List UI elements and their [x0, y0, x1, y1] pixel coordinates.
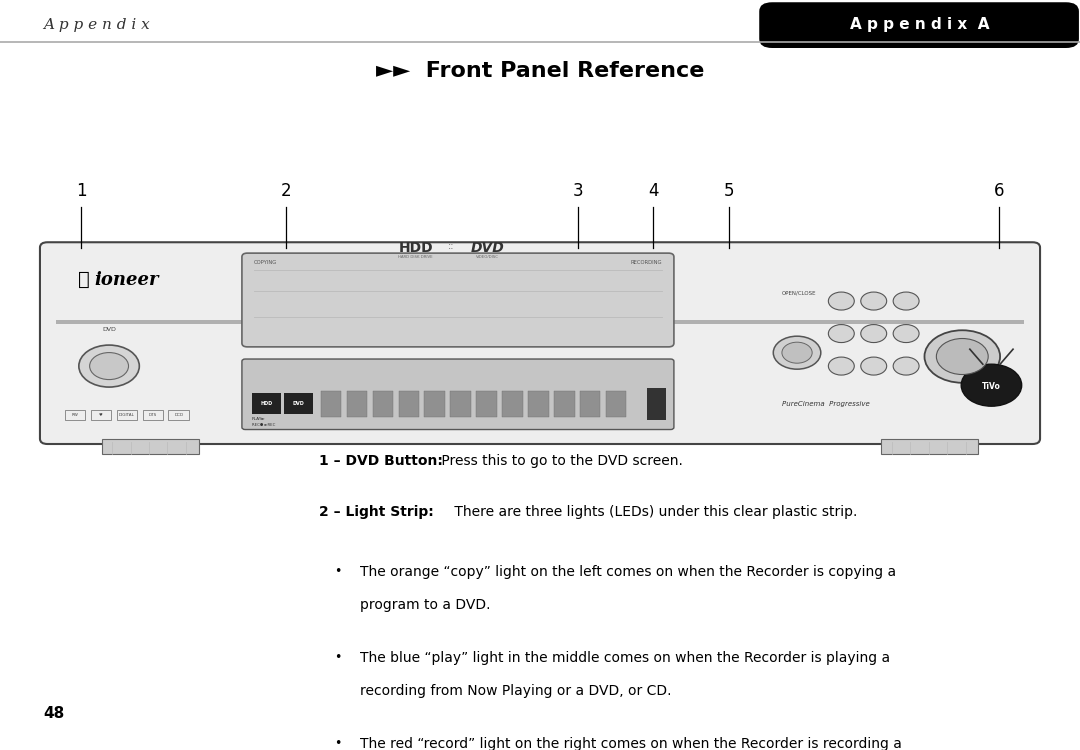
Text: Press this to go to the DVD screen.: Press this to go to the DVD screen. [437, 454, 684, 468]
Text: 2 – Light Strip:: 2 – Light Strip: [319, 505, 433, 519]
FancyBboxPatch shape [40, 242, 1040, 444]
Text: The red “record” light on the right comes on when the Recorder is recording a: The red “record” light on the right come… [360, 737, 902, 750]
Text: DCD: DCD [174, 413, 184, 417]
Bar [102, 439, 199, 454]
Text: ♥: ♥ [99, 413, 103, 417]
Circle shape [893, 292, 919, 310]
Circle shape [828, 325, 854, 343]
Circle shape [861, 292, 887, 310]
Bar [65, 410, 85, 420]
Text: 48: 48 [43, 706, 65, 722]
Text: DTS: DTS [149, 413, 157, 417]
Text: DVD: DVD [103, 327, 116, 332]
Bar [143, 410, 163, 420]
Text: PLAY►: PLAY► [252, 417, 266, 421]
Bar [881, 439, 978, 454]
Circle shape [893, 325, 919, 343]
Text: HARD DISK DRIVE: HARD DISK DRIVE [399, 255, 433, 260]
Bar [321, 391, 341, 417]
Text: There are three lights (LEDs) under this clear plastic strip.: There are three lights (LEDs) under this… [450, 505, 858, 519]
Circle shape [773, 336, 821, 369]
Text: OPEN/CLOSE: OPEN/CLOSE [782, 291, 816, 296]
FancyBboxPatch shape [242, 254, 674, 346]
Text: 5: 5 [724, 182, 734, 200]
Text: ►►  Front Panel Reference: ►► Front Panel Reference [376, 62, 704, 81]
Text: 1: 1 [76, 182, 86, 200]
Bar [502, 391, 523, 417]
Bar [284, 393, 313, 414]
Bar [56, 320, 1024, 324]
Bar [347, 391, 367, 417]
Text: ::: :: [448, 242, 455, 251]
Bar [554, 391, 575, 417]
Circle shape [924, 330, 1000, 382]
Text: 4: 4 [648, 182, 659, 200]
FancyBboxPatch shape [759, 2, 1079, 48]
Circle shape [936, 338, 988, 374]
Bar [606, 391, 626, 417]
Bar [399, 391, 419, 417]
FancyBboxPatch shape [242, 359, 674, 430]
Circle shape [828, 292, 854, 310]
Circle shape [861, 325, 887, 343]
Circle shape [782, 342, 812, 363]
Text: HDD: HDD [260, 400, 272, 406]
Bar [476, 391, 497, 417]
Bar [647, 388, 666, 420]
Bar [117, 410, 137, 420]
Text: program to a DVD.: program to a DVD. [360, 598, 490, 612]
Text: DIGITAL: DIGITAL [119, 413, 135, 417]
Text: A p p e n d i x  A: A p p e n d i x A [850, 17, 990, 32]
Text: 3: 3 [572, 182, 583, 200]
Bar [424, 391, 445, 417]
Circle shape [961, 364, 1022, 407]
Circle shape [79, 345, 139, 387]
Text: ioneer: ioneer [94, 271, 159, 289]
Text: 2: 2 [281, 182, 292, 200]
Text: RECORDING: RECORDING [631, 260, 662, 265]
Text: RW: RW [71, 413, 79, 417]
Text: HDD: HDD [399, 241, 433, 255]
Bar [91, 410, 111, 420]
Text: A p p e n d i x: A p p e n d i x [43, 19, 150, 32]
Text: 6: 6 [994, 182, 1004, 200]
Circle shape [893, 357, 919, 375]
Text: PureCinema  Progressive: PureCinema Progressive [782, 401, 869, 407]
Text: •: • [335, 737, 341, 750]
Bar [252, 393, 281, 414]
Circle shape [828, 357, 854, 375]
Bar [373, 391, 393, 417]
Text: The orange “copy” light on the left comes on when the Recorder is copying a: The orange “copy” light on the left come… [360, 565, 895, 579]
Text: TiVo: TiVo [982, 382, 1001, 392]
Text: DVD: DVD [471, 241, 504, 255]
Text: The blue “play” light in the middle comes on when the Recorder is playing a: The blue “play” light in the middle come… [360, 651, 890, 665]
Circle shape [861, 357, 887, 375]
Text: •: • [335, 565, 341, 578]
Bar [528, 391, 549, 417]
Text: COPYING: COPYING [254, 260, 278, 265]
Bar [580, 391, 600, 417]
Bar [450, 391, 471, 417]
Text: VIDEO/DISC: VIDEO/DISC [476, 255, 499, 260]
Bar [168, 410, 189, 420]
Text: •: • [335, 651, 341, 664]
Text: ℙ: ℙ [78, 271, 90, 289]
Circle shape [90, 352, 129, 380]
Text: DVD: DVD [293, 400, 305, 406]
Text: REC● ►REC: REC● ►REC [252, 423, 275, 427]
Text: recording from Now Playing or a DVD, or CD.: recording from Now Playing or a DVD, or … [360, 684, 671, 698]
Text: 1 – DVD Button:: 1 – DVD Button: [319, 454, 443, 468]
